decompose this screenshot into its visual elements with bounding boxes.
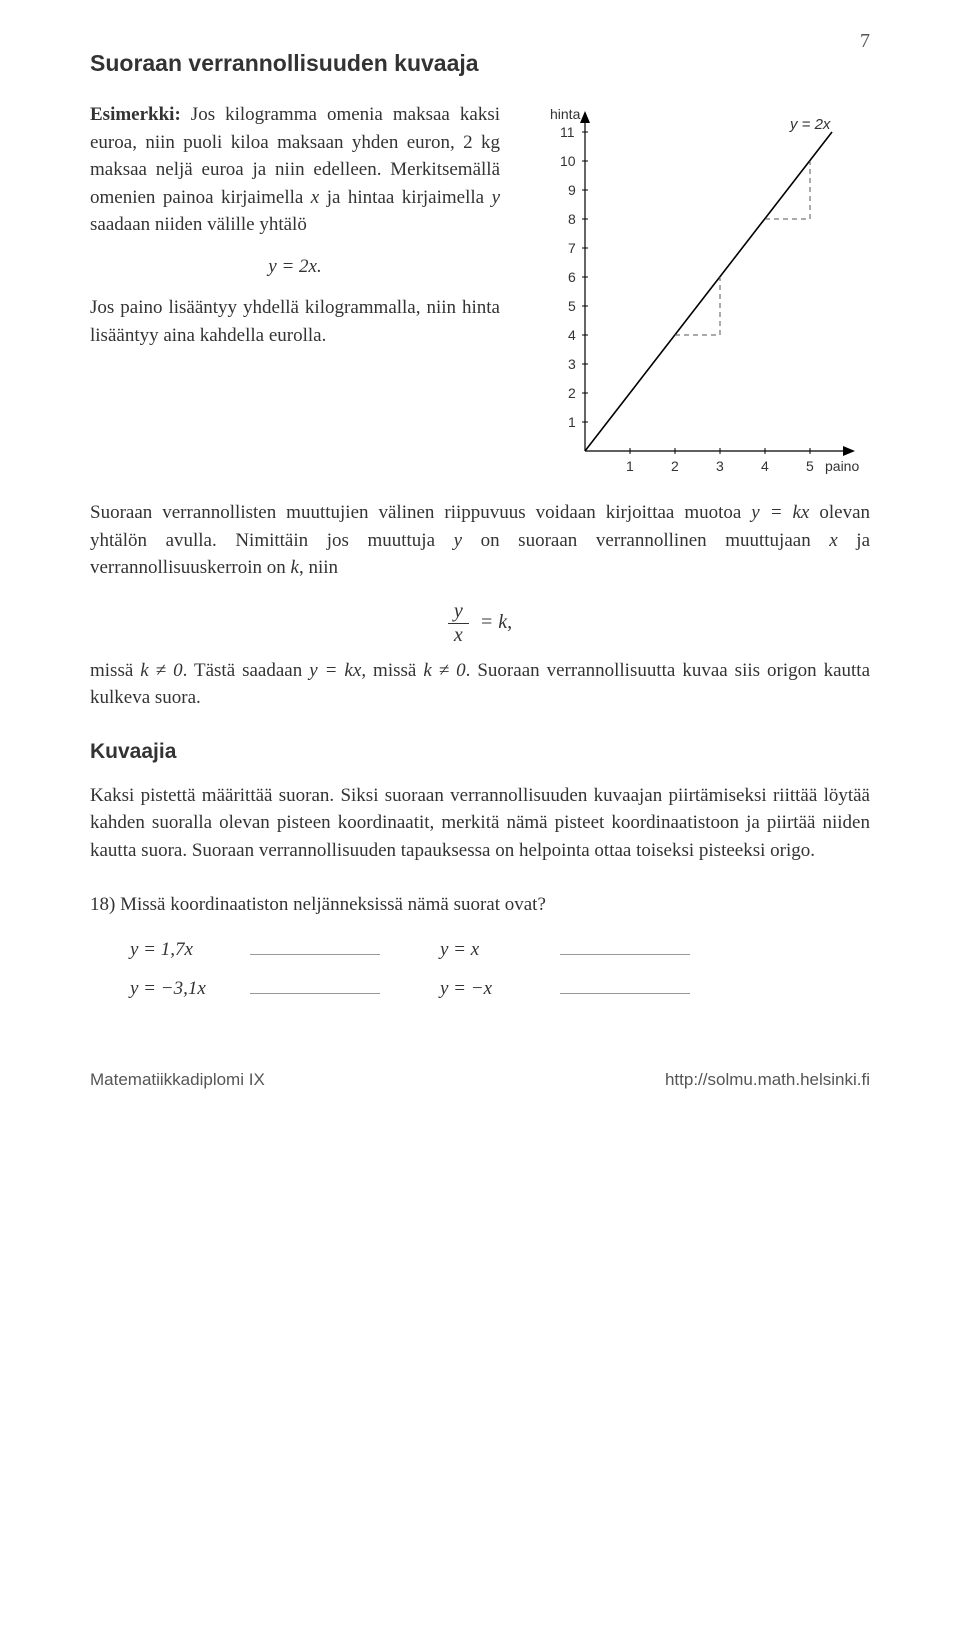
body2-c: , missä (361, 660, 423, 681)
y-tick-6: 6 (568, 269, 576, 285)
line-equation-label: y = 2x (789, 116, 831, 133)
body1-e: , niin (299, 557, 338, 578)
answer-eq-b: y = x (440, 939, 550, 961)
x-tick-5: 5 (806, 458, 814, 474)
price-weight-chart: hinta paino 1 2 3 4 5 1 2 3 4 5 6 (530, 101, 870, 481)
y-tick-11: 11 (560, 124, 575, 140)
exercise-question: Missä koordinaatiston neljänneksissä näm… (115, 894, 546, 915)
answer-row-1: y = 1,7x y = x (90, 936, 870, 961)
body-paragraph-3: Kaksi pistettä määrittää suoran. Siksi s… (90, 782, 870, 865)
answer-blank-a[interactable] (250, 936, 380, 955)
intro-text-2: ja hintaa kirjaimella (319, 187, 491, 208)
exercise-18: 18) Missä koordinaatiston neljänneksissä… (90, 894, 870, 916)
body2-b: . Tästä saadaan (183, 660, 310, 681)
y-tick-9: 9 (568, 182, 576, 198)
y-tick-3: 3 (568, 356, 576, 372)
paragraph-2: Jos paino lisääntyy yhdellä kilogrammall… (90, 294, 500, 349)
y-ticks: 1 2 3 4 5 6 7 8 9 10 11 (560, 124, 588, 430)
page-footer: Matematiikkadiplomi IX http://solmu.math… (90, 1070, 870, 1090)
body1-a: Suoraan verrannollisten muuttujien välin… (90, 502, 751, 523)
body-paragraph-2: missä k ≠ 0. Tästä saadaan y = kx, missä… (90, 657, 870, 712)
section-title: Suoraan verrannollisuuden kuvaaja (90, 50, 870, 77)
document-page: 7 Suoraan verrannollisuuden kuvaaja Esim… (0, 0, 960, 1130)
fraction-equals: = k, (480, 611, 512, 633)
y-axis-label: hinta (550, 106, 581, 122)
main-equation: y = 2x. (90, 253, 500, 281)
y-tick-8: 8 (568, 211, 576, 227)
body1-x: x (829, 530, 837, 551)
x-tick-4: 4 (761, 458, 769, 474)
body1-eq: y = kx (751, 502, 809, 523)
y-tick-10: 10 (560, 153, 576, 169)
x-axis-arrow-icon (843, 446, 855, 456)
fraction-equation: y x = k, (90, 600, 870, 647)
body1-c: on suoraan verrannollinen muuttujaan (462, 530, 829, 551)
body2-cond1: k ≠ 0 (140, 660, 182, 681)
intro-paragraph: Esimerkki: Jos kilogramma omenia maksaa … (90, 101, 500, 239)
chart-svg: hinta paino 1 2 3 4 5 1 2 3 4 5 6 (530, 101, 870, 481)
body1-k: k (291, 557, 299, 578)
answer-item-c: y = −3,1x (130, 975, 380, 1000)
example-label: Esimerkki: (90, 104, 181, 125)
answer-eq-d: y = −x (440, 978, 550, 1000)
x-ticks: 1 2 3 4 5 (626, 448, 814, 474)
y-axis-arrow-icon (580, 111, 590, 123)
y-tick-4: 4 (568, 327, 576, 343)
answer-item-a: y = 1,7x (130, 936, 380, 961)
y-tick-7: 7 (568, 240, 576, 256)
x-tick-1: 1 (626, 458, 634, 474)
chart-line (585, 132, 832, 451)
x-tick-3: 3 (716, 458, 724, 474)
subheading-kuvaajia: Kuvaajia (90, 740, 870, 764)
x-axis-label: paino (825, 458, 859, 474)
answer-blank-c[interactable] (250, 975, 380, 994)
footer-right: http://solmu.math.helsinki.fi (665, 1070, 870, 1090)
intro-var-y: y (492, 187, 500, 208)
intro-text-3: saadaan niiden välille yhtälö (90, 214, 307, 235)
answer-item-d: y = −x (440, 975, 690, 1000)
y-tick-1: 1 (568, 414, 576, 430)
answer-eq-c: y = −3,1x (130, 978, 240, 1000)
body2-a: missä (90, 660, 140, 681)
body1-y: y (454, 530, 462, 551)
answer-blank-b[interactable] (560, 936, 690, 955)
body2-eq2: y = kx (309, 660, 361, 681)
y-tick-5: 5 (568, 298, 576, 314)
fraction-numerator: y (448, 600, 469, 624)
body-paragraph-1: Suoraan verrannollisten muuttujien välin… (90, 499, 870, 582)
exercise-number: 18) (90, 894, 115, 915)
answer-eq-a: y = 1,7x (130, 939, 240, 961)
intro-var-x: x (311, 187, 319, 208)
intro-two-column: Esimerkki: Jos kilogramma omenia maksaa … (90, 101, 870, 481)
fraction-denominator: x (448, 624, 469, 647)
x-tick-2: 2 (671, 458, 679, 474)
intro-text-column: Esimerkki: Jos kilogramma omenia maksaa … (90, 101, 500, 363)
answer-blank-d[interactable] (560, 975, 690, 994)
answer-item-b: y = x (440, 936, 690, 961)
answer-row-2: y = −3,1x y = −x (90, 975, 870, 1000)
y-tick-2: 2 (568, 385, 576, 401)
page-number: 7 (860, 30, 870, 53)
footer-left: Matematiikkadiplomi IX (90, 1070, 265, 1090)
body2-cond2: k ≠ 0 (423, 660, 465, 681)
